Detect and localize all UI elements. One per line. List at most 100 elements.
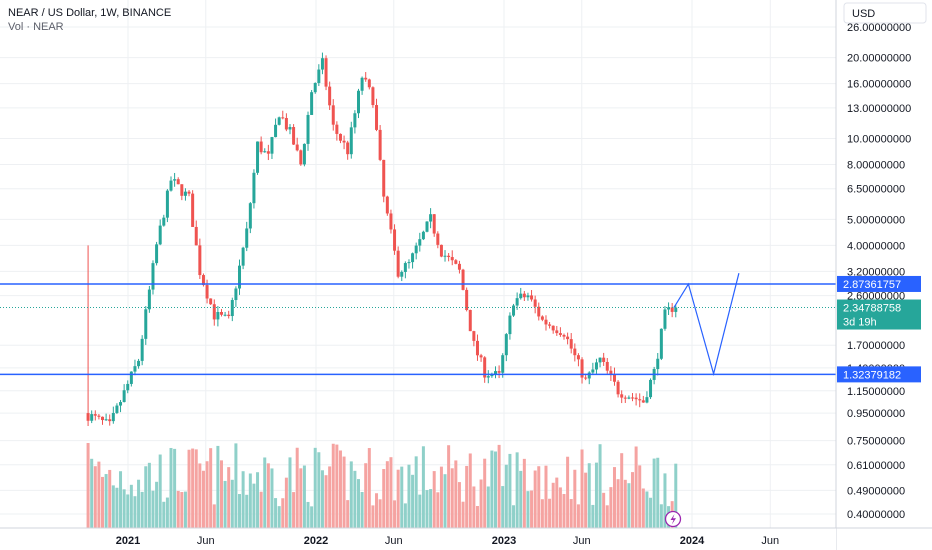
volume-bar [165, 497, 169, 528]
candle-body [439, 244, 443, 257]
currency-button[interactable]: USD [843, 2, 927, 24]
candle-body [310, 92, 314, 115]
candle-body [414, 245, 418, 254]
candle-body [313, 82, 317, 93]
candle-body [158, 225, 162, 245]
volume-bar [602, 492, 606, 528]
volume-bar [317, 452, 321, 528]
candle-body [241, 247, 245, 266]
price-level-tag [837, 366, 921, 383]
candle-body [349, 127, 353, 155]
candle-body [551, 325, 555, 331]
volume-bar [144, 466, 148, 528]
volume-bar [356, 479, 360, 528]
candle-body [620, 394, 624, 398]
y-tick-label: 13.00000000 [847, 103, 911, 115]
candle-body [274, 124, 278, 138]
volume-bar [101, 476, 105, 528]
volume-bar [108, 469, 112, 528]
price-axis[interactable]: 26.00000000 20.00000000 16.00000000 13.0000… [847, 22, 911, 521]
candle-body [623, 397, 627, 399]
candle-body [659, 328, 663, 359]
volume-bar [447, 445, 451, 528]
y-tick-label: 16.00000000 [847, 79, 911, 91]
volume-bar [328, 466, 332, 528]
volume-bar [342, 456, 346, 528]
volume-bar [302, 465, 306, 528]
volume-bar [425, 490, 429, 528]
y-tick-label: 3.20000000 [847, 266, 905, 278]
lightning-icon[interactable] [664, 510, 682, 528]
candle-body [591, 369, 595, 373]
volume-bar [389, 457, 393, 528]
projection-path[interactable] [673, 273, 740, 377]
time-axis[interactable]: 2021 Jun 2022 Jun 2023 Jun 2024 Jun [116, 535, 779, 547]
candle-body [353, 113, 357, 128]
volume-bar [465, 465, 469, 528]
candle-body [576, 355, 580, 360]
volume-bar [591, 504, 595, 528]
volume-bar [205, 461, 209, 528]
x-tick-label: Jun [573, 535, 591, 547]
candle-body [670, 307, 674, 312]
volume-bar [111, 485, 115, 528]
volume-bar [436, 492, 440, 528]
volume-bar [620, 453, 624, 528]
volume-bar [562, 494, 566, 528]
candle-body [515, 298, 519, 306]
candle-body [508, 315, 512, 335]
volume-bar [209, 448, 213, 528]
symbol-title: NEAR / US Dollar, 1W, BINANCE [8, 7, 171, 19]
volume-bar [259, 491, 263, 528]
candle-body [324, 58, 328, 87]
volume-bar [223, 480, 227, 528]
volume-bar [371, 505, 375, 528]
candle-body [292, 127, 296, 145]
candle-body [144, 309, 148, 339]
candle-body [306, 114, 310, 144]
candle-body [479, 355, 483, 358]
y-tick-label: 26.00000000 [847, 22, 911, 34]
candle-body [342, 140, 346, 143]
candle-body [425, 221, 429, 232]
candle-body [411, 253, 415, 263]
volume-bar [183, 491, 187, 528]
candle-body [263, 151, 267, 153]
volume-bar [331, 443, 335, 528]
volume-bars [86, 443, 678, 528]
volume-bar [494, 451, 498, 528]
volume-bar [497, 444, 501, 528]
candle-body [216, 312, 220, 320]
volume-bar [194, 449, 198, 528]
currency-button-label: USD [852, 8, 875, 20]
time-axis-background [0, 528, 836, 550]
volume-bar [360, 491, 364, 528]
volume-bar [162, 501, 166, 528]
candle-body [360, 77, 364, 91]
volume-bar [248, 473, 252, 528]
candle-body [133, 366, 137, 372]
volume-bar [335, 444, 339, 528]
volume-bar [566, 456, 570, 528]
candle-body [663, 309, 667, 329]
candle-body [562, 334, 566, 337]
candle-body [137, 360, 141, 367]
volume-bar [270, 468, 274, 528]
candle-body [519, 293, 523, 299]
volume-bar [504, 464, 508, 528]
volume-bar [245, 494, 249, 528]
candle-body [429, 214, 433, 222]
volume-bar [219, 460, 223, 528]
candle-body [364, 77, 368, 80]
volume-bar [479, 479, 483, 528]
volume-bar [421, 446, 425, 528]
y-tick-label: 6.50000000 [847, 184, 905, 196]
volume-bar [645, 491, 649, 528]
candle-body [537, 306, 541, 317]
volume-bar [540, 499, 544, 528]
price-level-tag-text: 2.87361757 [843, 279, 901, 291]
volume-bar [234, 443, 238, 528]
y-tick-label: 20.00000000 [847, 53, 911, 65]
